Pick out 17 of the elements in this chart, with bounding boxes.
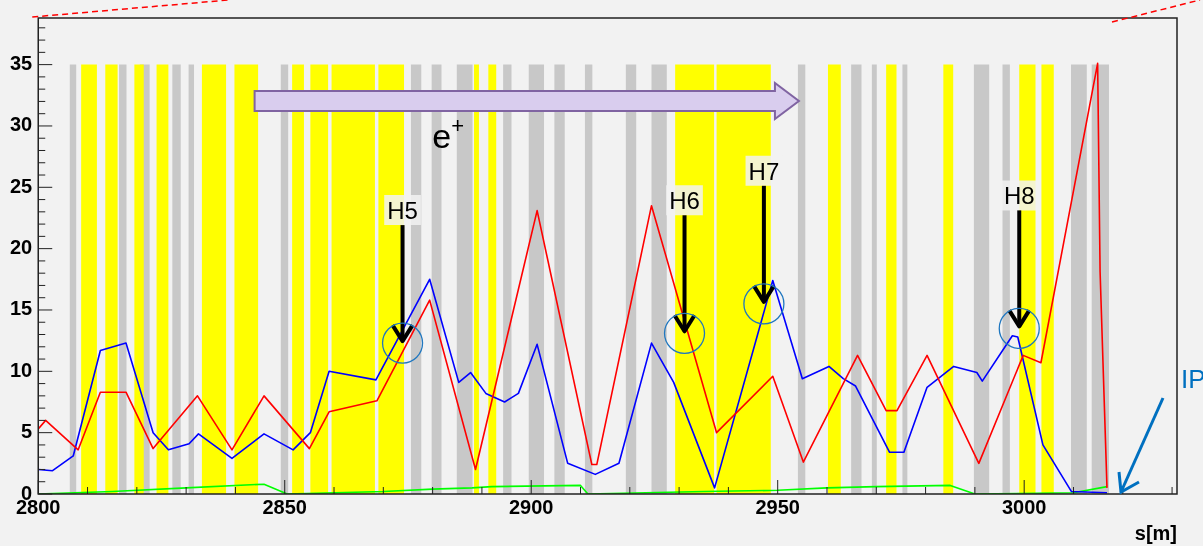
x-tick-label: 2950: [755, 495, 800, 518]
y-tick-label: 35: [10, 52, 33, 75]
annotation: H8: [1003, 182, 1035, 210]
annotation: H6: [669, 187, 700, 215]
x-tick-label: 2850: [262, 495, 307, 518]
y-tick-label: 15: [10, 297, 33, 320]
y-tick-label: 10: [10, 358, 33, 381]
x-tick-label: 3000: [1001, 495, 1047, 518]
x-tick-label: 2900: [508, 495, 554, 518]
y-tick-label: 5: [21, 420, 33, 443]
y-tick-label: 20: [10, 236, 33, 259]
y-tick-label: 25: [10, 174, 33, 197]
annotation: e+: [432, 112, 465, 155]
x-axis-title: s[m]: [1134, 521, 1177, 544]
annotation: H7: [748, 157, 780, 185]
annotation: H5: [387, 197, 418, 225]
y-tick-label: 30: [10, 113, 33, 136]
